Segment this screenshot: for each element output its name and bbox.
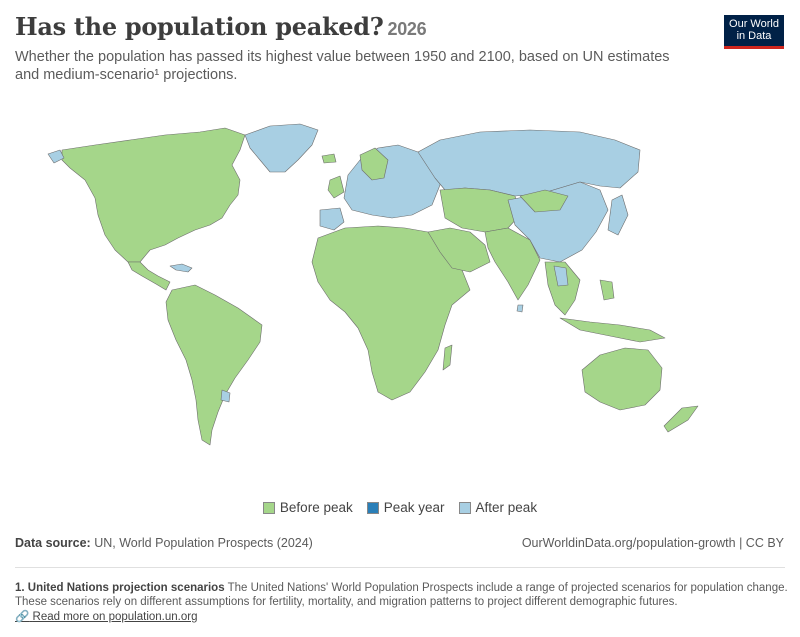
region-cuba[interactable] (169, 263, 193, 273)
region-indonesia[interactable] (559, 317, 666, 343)
region-scandinavia[interactable] (359, 147, 389, 181)
footnote-title: 1. United Nations projection scenarios (15, 582, 225, 594)
region-central-america[interactable] (127, 261, 171, 291)
region-madagascar[interactable] (442, 344, 453, 371)
region-uruguay[interactable] (220, 389, 231, 403)
read-more-label: Read more on population.un.org (32, 611, 198, 623)
legend-label-after-peak: After peak (475, 500, 538, 515)
legend-swatch-after-peak (458, 501, 471, 514)
legend-swatch-before-peak (262, 501, 275, 514)
source-url[interactable]: OurWorldinData.org/population-growth | C… (521, 536, 784, 550)
logo-line-2: in Data (736, 30, 772, 42)
region-north-america[interactable] (61, 127, 246, 263)
region-south-america[interactable] (165, 284, 263, 446)
footer-divider (15, 567, 785, 568)
region-iberia[interactable] (319, 207, 345, 231)
legend-label-peak-year: Peak year (383, 500, 445, 515)
data-source: Data source: UN, World Population Prospe… (15, 536, 313, 550)
legend-item-peak-year[interactable]: Peak year (366, 500, 445, 515)
region-iceland[interactable] (321, 153, 337, 164)
region-alaska[interactable] (47, 149, 65, 164)
year-label[interactable]: 2026 (387, 19, 427, 39)
world-map[interactable] (0, 118, 800, 488)
region-japan[interactable] (607, 194, 629, 236)
region-central-asia[interactable] (439, 187, 521, 233)
title-text: Has the population peaked? (15, 12, 384, 41)
region-southeast-asia[interactable] (544, 261, 581, 316)
chart-title: Has the population peaked? 2026 (15, 12, 695, 41)
chart-header: Has the population peaked? 2026 Whether t… (15, 12, 695, 84)
region-thailand[interactable] (553, 265, 569, 287)
link-icon: 🔗 (15, 611, 30, 623)
footnote-text: The United Nations' World Population Pro… (15, 582, 788, 608)
region-middle-east[interactable] (427, 227, 491, 273)
data-source-text[interactable]: UN, World Population Prospects (2024) (94, 536, 313, 550)
data-source-label: Data source: (15, 536, 91, 550)
region-russia[interactable] (417, 129, 641, 197)
region-new-zealand[interactable] (663, 405, 699, 433)
map-legend: Before peak Peak year After peak (0, 500, 800, 515)
region-south-asia[interactable] (484, 227, 541, 301)
owid-logo[interactable]: Our World in Data (724, 15, 784, 49)
chart-subtitle: Whether the population has passed its hi… (15, 49, 670, 83)
region-philippines[interactable] (599, 279, 615, 301)
region-africa[interactable] (311, 225, 471, 401)
legend-swatch-peak-year (366, 501, 379, 514)
legend-item-before-peak[interactable]: Before peak (262, 500, 353, 515)
region-greenland[interactable] (244, 123, 319, 173)
logo-line-1: Our World (729, 18, 779, 30)
read-more-link[interactable]: 🔗 Read more on population.un.org (15, 610, 790, 624)
region-uk[interactable] (327, 175, 345, 199)
region-mongolia[interactable] (519, 189, 569, 213)
region-sri-lanka[interactable] (516, 304, 524, 313)
region-australia[interactable] (581, 347, 663, 411)
legend-label-before-peak: Before peak (279, 500, 353, 515)
footnote: 1. United Nations projection scenarios T… (15, 581, 790, 624)
legend-item-after-peak[interactable]: After peak (458, 500, 538, 515)
